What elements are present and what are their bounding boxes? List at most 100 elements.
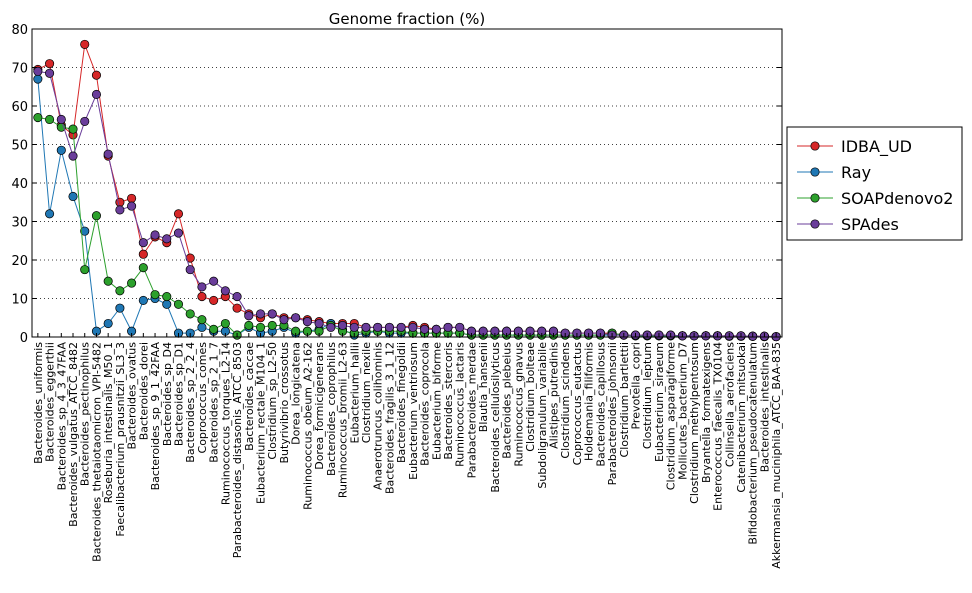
data-point <box>80 265 90 275</box>
series-IDBA_UD <box>33 39 781 342</box>
data-point <box>115 197 125 207</box>
x-tick-label: Bacteroides_pectinophilus <box>79 342 92 486</box>
data-point <box>279 315 289 325</box>
series-line <box>37 44 777 338</box>
x-tick-label: Bacteroides_cellulosilyticus <box>489 342 502 493</box>
legend-marker <box>810 219 820 229</box>
legend-marker <box>810 193 820 203</box>
data-point <box>420 324 430 334</box>
x-tick-label: Bacteroides_sp_4_3_47FAA <box>55 342 68 491</box>
data-point <box>337 320 348 330</box>
x-tick-label: Bacteroides_sp_D4 <box>161 342 174 446</box>
data-point <box>244 320 254 330</box>
series-SOAPdenovo2 <box>33 113 781 342</box>
data-point <box>255 322 266 332</box>
series-line <box>37 70 777 338</box>
data-point <box>115 286 125 296</box>
data-point <box>431 324 441 334</box>
y-tick-label: 60 <box>11 100 28 115</box>
data-point <box>56 145 66 155</box>
x-tick-label: Mollicutes_bacterium_D7 <box>676 342 689 480</box>
data-point <box>91 211 102 221</box>
data-point <box>80 116 90 126</box>
x-tick-label: Bacteroides_coprophilus <box>325 342 338 476</box>
data-point <box>267 320 277 330</box>
legend-item: IDBA_UD <box>797 137 912 157</box>
data-point <box>197 282 207 292</box>
data-point <box>138 249 148 259</box>
data-point <box>396 322 406 332</box>
x-tick-label: Bacteroides_coprocola <box>419 342 432 466</box>
data-point <box>150 290 160 300</box>
data-point <box>115 205 125 215</box>
data-point <box>150 230 160 240</box>
x-tick-label: Bacteroides_sp_D1 <box>172 342 185 446</box>
data-series <box>33 39 781 342</box>
y-axis: 0 10 20 30 40 50 60 70 80 <box>11 23 782 346</box>
x-tick-label: Eubacterium_siraeum <box>653 342 666 462</box>
data-point <box>185 309 195 319</box>
data-point <box>373 322 383 332</box>
x-tick-label: Faecalibacterium_prausnitzii_SL3_3 <box>114 342 127 537</box>
legend-item: SOAPdenovo2 <box>797 189 953 208</box>
legend-item: SPAdes <box>797 215 899 234</box>
x-tick-label: Dorea_longicatena <box>290 342 303 445</box>
data-point <box>45 68 55 78</box>
x-tick-label: Bifidobacterium_pseudocatenulatum <box>747 342 760 545</box>
x-tick-label: Bacteroides_uniformis <box>32 342 45 464</box>
x-tick-label: Eubacterium_rectale_M104_1 <box>255 342 268 504</box>
data-point <box>232 292 242 302</box>
x-tick-label: Blautia_hansenii <box>477 342 490 432</box>
data-point <box>197 292 207 302</box>
data-point <box>138 263 148 273</box>
data-point <box>326 322 336 332</box>
legend-label: IDBA_UD <box>841 137 912 157</box>
data-point <box>408 322 418 332</box>
y-tick-label: 50 <box>11 139 28 154</box>
x-tick-label: Bacteroides_intestinalis <box>758 342 771 472</box>
data-point <box>68 124 78 134</box>
x-tick-label: Clostridium_leptum <box>641 342 654 449</box>
x-tick-label: Ruminococcus_torques_L2-14 <box>219 342 232 505</box>
series-line <box>37 79 777 338</box>
legend-label: Ray <box>841 163 871 182</box>
data-point <box>162 299 172 309</box>
x-tick-label: Bacteroides_dorei <box>137 342 150 440</box>
x-tick-label: Clostridium_nexile <box>360 342 373 443</box>
data-point <box>209 276 219 286</box>
x-tick-label: Ruminococcus_bromii_L2-63 <box>337 342 350 498</box>
x-tick-label: Coprococcus_eutactus <box>571 342 584 466</box>
data-point <box>33 66 43 76</box>
grid-lines <box>32 67 782 299</box>
x-tick-label: Bacteroides_eggerthii <box>44 342 57 462</box>
x-tick-label: Clostridium_bolteae <box>524 342 537 452</box>
data-point <box>173 299 184 309</box>
data-point <box>56 114 66 125</box>
data-point <box>173 228 184 238</box>
x-tick-label: Parabacteroides_distasonis_ATCC_8503 <box>231 342 244 558</box>
x-tick-label: Clostridium_bartlettii <box>618 342 631 457</box>
x-tick-label: Roseburia_intestinalis_M50_1 <box>102 342 115 503</box>
data-point <box>455 322 465 332</box>
data-point <box>349 322 359 332</box>
data-point <box>33 113 43 123</box>
x-tick-label: Eubacterium_biforme <box>430 342 443 460</box>
data-point <box>138 238 148 248</box>
x-tick-label: Bacteroides_capillosus <box>594 342 607 467</box>
data-point <box>45 209 55 219</box>
data-point <box>127 201 137 211</box>
data-point <box>68 151 78 161</box>
legend: IDBA_UD Ray SOAPdenovo2 SPAdes <box>786 126 963 241</box>
x-tick-label: Clostridium_methylpentosum <box>688 342 701 504</box>
y-tick-label: 10 <box>11 293 28 308</box>
data-point <box>384 322 394 332</box>
data-point <box>173 209 184 219</box>
data-point <box>361 322 371 332</box>
data-point <box>291 313 301 323</box>
x-tick-label: Butyrivibrio_crossotus <box>278 342 291 464</box>
data-point <box>244 311 254 321</box>
y-tick-label: 0 <box>20 331 28 346</box>
y-tick-label: 20 <box>11 254 28 269</box>
data-point <box>115 303 125 313</box>
